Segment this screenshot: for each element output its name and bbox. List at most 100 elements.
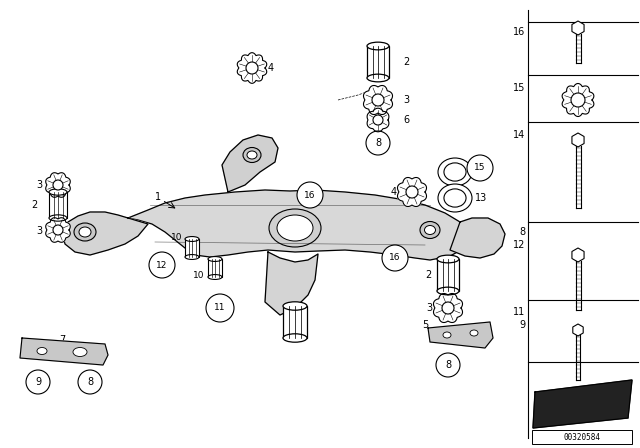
Text: 14: 14 [513,130,525,140]
Text: 15: 15 [513,83,525,93]
Ellipse shape [208,275,222,280]
Circle shape [149,252,175,278]
Polygon shape [222,135,278,192]
Ellipse shape [49,189,67,195]
Polygon shape [572,133,584,147]
Polygon shape [128,190,470,260]
Text: 2: 2 [426,270,432,280]
Ellipse shape [470,330,478,336]
Text: 8: 8 [519,227,525,237]
Circle shape [53,225,63,235]
Polygon shape [572,21,584,35]
Text: 12: 12 [513,240,525,250]
Polygon shape [572,248,584,262]
Bar [367,46,389,78]
Text: 3: 3 [426,303,432,313]
Circle shape [373,115,383,125]
Ellipse shape [247,151,257,159]
Ellipse shape [367,74,389,82]
Polygon shape [450,218,505,258]
Circle shape [467,155,493,181]
Ellipse shape [283,302,307,310]
Ellipse shape [420,221,440,238]
Ellipse shape [269,209,321,247]
Ellipse shape [283,334,307,342]
Polygon shape [367,108,389,132]
Ellipse shape [73,348,87,357]
Polygon shape [237,53,267,83]
Text: 3: 3 [403,95,409,105]
Polygon shape [45,173,70,197]
Circle shape [571,93,585,107]
Circle shape [78,370,102,394]
Text: 8: 8 [445,360,451,370]
Text: 9: 9 [35,377,41,387]
Text: 4: 4 [268,63,274,73]
Circle shape [366,131,390,155]
Circle shape [297,182,323,208]
Text: 8: 8 [375,138,381,148]
Circle shape [442,302,454,314]
Text: 10: 10 [193,271,204,280]
Circle shape [53,180,63,190]
Polygon shape [45,218,70,242]
Text: 9: 9 [519,320,525,330]
Polygon shape [364,86,392,115]
Polygon shape [20,338,108,365]
Text: 11: 11 [513,307,525,317]
Text: 3: 3 [36,180,42,190]
Ellipse shape [444,163,466,181]
Ellipse shape [243,147,261,163]
Ellipse shape [277,215,313,241]
Text: 6: 6 [403,115,409,125]
Text: 2: 2 [32,200,38,210]
Ellipse shape [367,42,389,50]
Polygon shape [265,252,318,315]
Bar [532,430,632,444]
Text: 16: 16 [389,254,401,263]
Bar [208,259,222,277]
Ellipse shape [444,189,466,207]
Circle shape [206,294,234,322]
Polygon shape [433,293,463,323]
Polygon shape [533,380,632,428]
Ellipse shape [49,215,67,221]
Text: 1: 1 [155,192,161,202]
Bar [185,239,199,257]
Ellipse shape [438,184,472,212]
Text: 10: 10 [170,233,182,242]
Polygon shape [397,177,426,207]
Ellipse shape [424,225,435,234]
Ellipse shape [185,237,199,241]
Text: 7: 7 [59,335,65,345]
Circle shape [406,186,418,198]
Ellipse shape [443,332,451,338]
Text: 13: 13 [475,193,487,203]
Text: 15: 15 [474,164,486,172]
Text: 12: 12 [156,260,168,270]
Text: 11: 11 [214,303,226,313]
Ellipse shape [208,257,222,262]
Text: 16: 16 [513,27,525,37]
Text: 3: 3 [36,226,42,236]
Circle shape [246,62,258,74]
Text: 5: 5 [422,320,428,330]
Circle shape [382,245,408,271]
Ellipse shape [437,287,459,295]
Ellipse shape [79,227,91,237]
Ellipse shape [37,348,47,354]
Ellipse shape [74,223,96,241]
Polygon shape [428,322,493,348]
Polygon shape [573,324,583,336]
Bar [283,306,307,338]
Text: 2: 2 [403,57,409,67]
Ellipse shape [185,254,199,259]
Circle shape [436,353,460,377]
Text: 16: 16 [304,190,316,199]
Ellipse shape [438,158,472,186]
Polygon shape [562,83,594,116]
Polygon shape [62,212,148,255]
Circle shape [372,94,384,106]
Bar [437,259,459,291]
Text: 4: 4 [391,187,397,197]
